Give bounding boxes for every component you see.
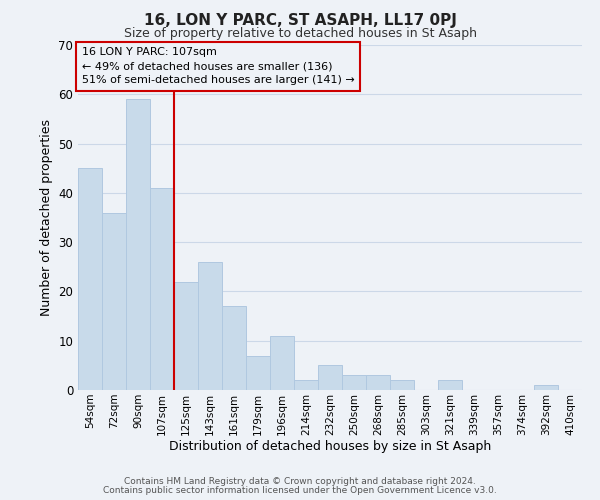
Bar (246, 356, 270, 390)
Bar (318, 366, 342, 390)
Bar (102, 212, 126, 390)
Bar (270, 336, 294, 390)
Bar (198, 262, 222, 390)
Bar (150, 188, 174, 390)
Text: Contains HM Land Registry data © Crown copyright and database right 2024.: Contains HM Land Registry data © Crown c… (124, 477, 476, 486)
Bar (438, 380, 462, 390)
Bar (78, 168, 102, 390)
Bar (294, 380, 318, 390)
Text: Contains public sector information licensed under the Open Government Licence v3: Contains public sector information licen… (103, 486, 497, 495)
Y-axis label: Number of detached properties: Number of detached properties (40, 119, 53, 316)
Bar (126, 99, 150, 390)
Bar (366, 375, 390, 390)
Bar (390, 380, 414, 390)
Bar (534, 385, 558, 390)
Text: 16, LON Y PARC, ST ASAPH, LL17 0PJ: 16, LON Y PARC, ST ASAPH, LL17 0PJ (143, 12, 457, 28)
X-axis label: Distribution of detached houses by size in St Asaph: Distribution of detached houses by size … (169, 440, 491, 454)
Text: 16 LON Y PARC: 107sqm
← 49% of detached houses are smaller (136)
51% of semi-det: 16 LON Y PARC: 107sqm ← 49% of detached … (82, 48, 355, 86)
Text: Size of property relative to detached houses in St Asaph: Size of property relative to detached ho… (124, 28, 476, 40)
Bar (222, 306, 246, 390)
Bar (174, 282, 198, 390)
Bar (342, 375, 366, 390)
